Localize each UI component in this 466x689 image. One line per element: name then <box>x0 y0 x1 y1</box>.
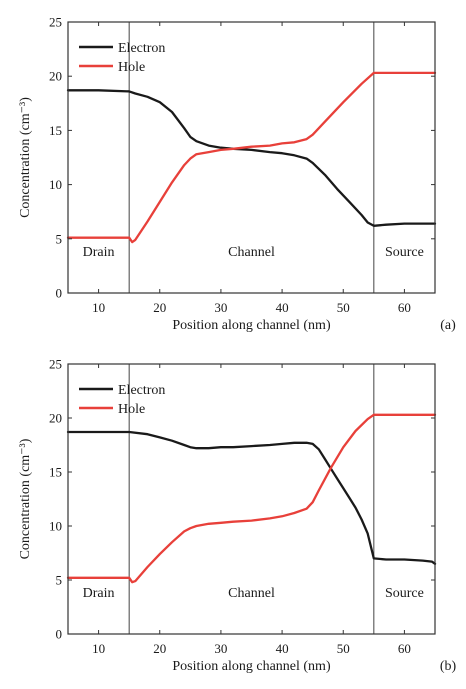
series-line-electron <box>66 89 437 227</box>
x-tick-label: 50 <box>337 641 350 656</box>
chart-panel-0: 10 20 30 40 50 60 0 5 10 15 20 25 Drain Channel Source… <box>18 15 456 334</box>
legend-label: Hole <box>118 402 145 417</box>
legend: Electron Hole <box>79 383 165 417</box>
region-label: Channel <box>228 586 275 601</box>
y-tick-label: 0 <box>56 627 63 642</box>
y-tick-label: 25 <box>49 357 62 372</box>
y-tick-label: 10 <box>49 519 62 534</box>
x-tick-label: 60 <box>398 300 411 315</box>
y-tick-label: 15 <box>49 465 62 480</box>
y-tick-label: 10 <box>49 177 62 192</box>
region-label: Drain <box>83 245 115 260</box>
panel-label: (a) <box>440 318 456 333</box>
legend-label: Electron <box>118 41 165 56</box>
x-axis-label: Position along channel (nm) <box>172 659 331 674</box>
plot-frame <box>67 363 436 635</box>
series-line-hole <box>66 413 437 584</box>
x-axis-label: Position along channel (nm) <box>172 318 331 333</box>
region-label: Source <box>385 586 424 601</box>
panel-label: (b) <box>440 659 457 674</box>
y-axis-label: Concentration (cm⁻³) <box>18 438 33 559</box>
y-tick-label: 0 <box>56 286 63 301</box>
x-tick-label: 60 <box>398 641 411 656</box>
region-label: Drain <box>83 586 115 601</box>
y-tick-label: 5 <box>56 573 63 588</box>
x-tick-label: 40 <box>276 300 289 315</box>
x-tick-label: 20 <box>153 641 166 656</box>
y-axis-label: Concentration (cm⁻³) <box>18 97 33 218</box>
chart-panel-1: 10 20 30 40 50 60 0 5 10 15 20 25 Drain Channel Source… <box>18 357 456 675</box>
x-tick-label: 10 <box>92 641 105 656</box>
y-tick-label: 15 <box>49 123 62 138</box>
x-tick-label: 20 <box>153 300 166 315</box>
legend-label: Electron <box>118 383 165 398</box>
y-tick-label: 20 <box>49 69 62 84</box>
series-line-electron <box>66 430 437 565</box>
x-tick-label: 30 <box>214 641 227 656</box>
plot-frame <box>67 21 436 294</box>
series-line-hole <box>66 71 437 244</box>
x-tick-label: 40 <box>276 641 289 656</box>
x-tick-label: 10 <box>92 300 105 315</box>
x-tick-label: 30 <box>214 300 227 315</box>
y-tick-label: 5 <box>56 231 63 246</box>
legend-label: Hole <box>118 60 145 75</box>
x-tick-label: 50 <box>337 300 350 315</box>
region-label: Source <box>385 245 424 260</box>
legend: Electron Hole <box>79 41 165 75</box>
region-label: Channel <box>228 245 275 260</box>
y-tick-label: 25 <box>49 15 62 30</box>
y-tick-label: 20 <box>49 411 62 426</box>
